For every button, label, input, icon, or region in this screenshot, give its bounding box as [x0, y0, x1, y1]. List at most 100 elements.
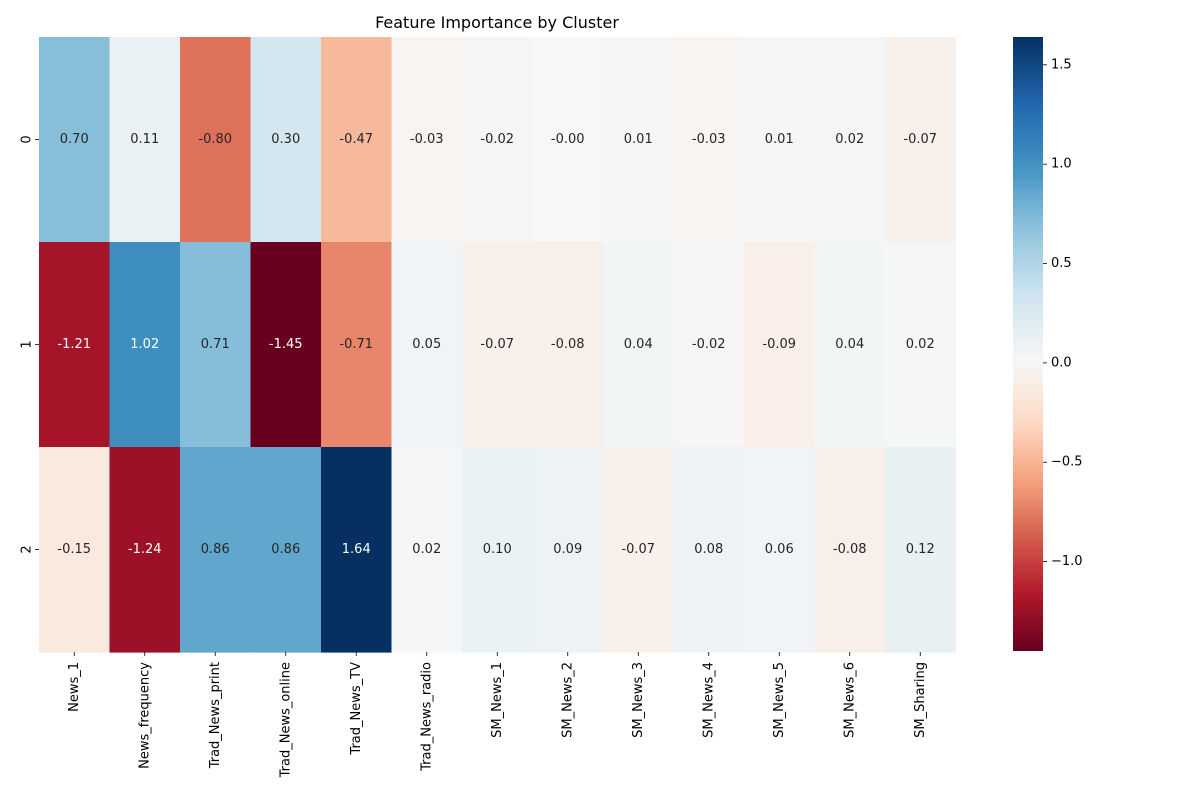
- heatmap-cell: [814, 37, 886, 243]
- x-tick-label: SM_News_2: [560, 662, 575, 738]
- cell-annotation: -0.07: [903, 132, 937, 147]
- heatmap-cell: [885, 447, 957, 653]
- cell-annotation: 0.06: [765, 542, 794, 557]
- heatmap-cell: [180, 37, 252, 243]
- heatmap-cell: [885, 242, 957, 448]
- x-tick-label: SM_News_4: [701, 662, 716, 738]
- cell-annotation: 0.09: [553, 542, 582, 557]
- heatmap-cell: [391, 37, 463, 243]
- heatmap-cell: [109, 37, 181, 243]
- cell-annotation: 0.01: [765, 132, 794, 147]
- heatmap-cell: [321, 242, 393, 448]
- cell-annotation: -0.07: [621, 542, 655, 557]
- heatmap-cell: [885, 37, 957, 243]
- cell-annotation: -0.03: [410, 132, 444, 147]
- cell-annotation: -0.03: [692, 132, 726, 147]
- heatmap-cell: [462, 37, 534, 243]
- heatmap-cell: [744, 242, 816, 448]
- heatmap-cell: [744, 37, 816, 243]
- cell-annotation: -0.02: [480, 132, 514, 147]
- y-tick-label: 1: [20, 340, 35, 348]
- colorbar: 1.5 1.0 0.5 0.0 −0.5 −1.0: [1013, 37, 1083, 651]
- heatmap-cell: [39, 242, 111, 448]
- colorbar-tick-label: 1.0: [1051, 157, 1072, 172]
- colorbar-ticks: 1.5 1.0 0.5 0.0 −0.5 −1.0: [1043, 57, 1083, 569]
- cell-annotation: -1.45: [269, 337, 303, 352]
- colorbar-tick-label: −1.0: [1051, 554, 1083, 569]
- cell-annotation: -0.00: [551, 132, 585, 147]
- cell-annotation: 0.04: [624, 337, 653, 352]
- y-tick-label: 0: [20, 135, 35, 143]
- cell-annotation: 1.64: [342, 542, 371, 557]
- heatmap-cell: [321, 37, 393, 243]
- cell-annotation: 0.08: [694, 542, 723, 557]
- heatmap-cell: [250, 37, 322, 243]
- cell-annotation: -1.24: [128, 542, 162, 557]
- heatmap-cell: [39, 37, 111, 243]
- cell-annotation: -0.08: [551, 337, 585, 352]
- colorbar-gradient: [1013, 37, 1043, 651]
- heatmap-cell: [462, 242, 534, 448]
- cell-annotation: -0.07: [480, 337, 514, 352]
- cell-annotation: 0.01: [624, 132, 653, 147]
- heatmap-cell: [532, 447, 604, 653]
- y-tick-label: 2: [20, 545, 35, 553]
- heatmap-cell: [39, 447, 111, 653]
- heatmap-cell: [814, 447, 886, 653]
- cell-annotation: 0.04: [835, 337, 864, 352]
- x-tick-label: Trad_News_print: [208, 662, 223, 769]
- heatmap-cell: [180, 242, 252, 448]
- x-tick-label: SM_News_5: [772, 662, 787, 738]
- heatmap-cells: [39, 37, 957, 653]
- cell-annotation: -0.09: [762, 337, 796, 352]
- cell-annotation: -0.08: [833, 542, 867, 557]
- cell-annotation: 0.71: [201, 337, 230, 352]
- x-axis: News_1 News_frequency Trad_News_print Trad_…: [67, 652, 928, 778]
- y-axis: 0 1 2: [20, 135, 39, 554]
- heatmap-cell: [109, 447, 181, 653]
- cell-annotation: 0.86: [201, 542, 230, 557]
- cell-annotation: 0.11: [130, 132, 159, 147]
- cell-annotation: -0.15: [57, 542, 91, 557]
- heatmap-cell: [391, 447, 463, 653]
- heatmap-cell: [391, 242, 463, 448]
- x-tick-label: News_frequency: [137, 662, 152, 769]
- heatmap-cell: [673, 37, 745, 243]
- cell-annotation: -0.02: [692, 337, 726, 352]
- x-tick-label: Trad_News_radio: [419, 662, 434, 772]
- cell-annotations: 0.70 0.11 -0.80 0.30 -0.47 -0.03 -0.02 -0.00 0.0…: [57, 132, 937, 557]
- cell-annotation: -0.80: [198, 132, 232, 147]
- cell-annotation: 0.86: [271, 542, 300, 557]
- x-tick-label: News_1: [67, 662, 82, 712]
- cell-annotation: -1.21: [57, 337, 91, 352]
- heatmap-cell: [673, 447, 745, 653]
- colorbar-tick-label: −0.5: [1051, 455, 1083, 470]
- cell-annotation: 0.02: [412, 542, 441, 557]
- cell-annotation: 0.02: [906, 337, 935, 352]
- chart-title: Feature Importance by Cluster: [375, 13, 619, 32]
- heatmap-cell: [603, 37, 675, 243]
- colorbar-tick-label: 0.0: [1051, 355, 1072, 370]
- heatmap-cell: [744, 447, 816, 653]
- cell-annotation: 1.02: [130, 337, 159, 352]
- heatmap-cell: [109, 242, 181, 448]
- x-tick-label: SM_News_1: [490, 662, 505, 738]
- heatmap-cell: [321, 447, 393, 653]
- cell-annotation: 0.70: [60, 132, 89, 147]
- heatmap-cell: [532, 37, 604, 243]
- heatmap-cell: [603, 447, 675, 653]
- heatmap-cell: [180, 447, 252, 653]
- cell-annotation: 0.05: [412, 337, 441, 352]
- heatmap-cell: [814, 242, 886, 448]
- heatmap-cell: [673, 242, 745, 448]
- cell-annotation: 0.10: [483, 542, 512, 557]
- heatmap-cell: [462, 447, 534, 653]
- cell-annotation: -0.47: [339, 132, 373, 147]
- x-tick-label: Trad_News_TV: [349, 662, 364, 756]
- x-tick-label: Trad_News_online: [278, 662, 293, 778]
- heatmap-cell: [603, 242, 675, 448]
- cell-annotation: 0.30: [271, 132, 300, 147]
- x-tick-label: SM_Sharing: [913, 662, 928, 738]
- cell-annotation: 0.02: [835, 132, 864, 147]
